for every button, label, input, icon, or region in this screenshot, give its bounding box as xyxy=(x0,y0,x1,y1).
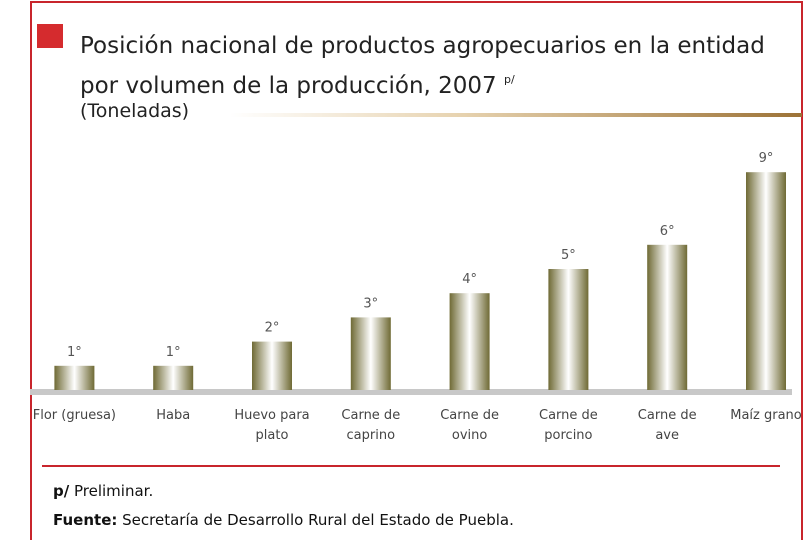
footnote-key: p/ xyxy=(53,482,70,500)
bar xyxy=(548,269,589,390)
chart-subtitle: (Toneladas) xyxy=(80,100,190,122)
x-tick-label: Carne de caprino xyxy=(341,408,401,443)
separator xyxy=(42,465,780,467)
source-text: Secretaría de Desarrollo Rural del Estad… xyxy=(122,511,514,529)
title-marker xyxy=(37,24,63,48)
title-text: Posición nacional de productos agropecua… xyxy=(80,33,765,99)
baseline xyxy=(30,389,792,395)
frame xyxy=(30,1,803,540)
data-label: 9° xyxy=(759,151,774,166)
bar xyxy=(252,341,292,390)
x-tick-label: Huevo para plato xyxy=(234,408,310,443)
data-label: 5° xyxy=(561,248,576,263)
x-tick-label: Maíz grano xyxy=(730,408,802,423)
decorative-rule xyxy=(230,113,802,117)
x-tick-label: Carne de ave xyxy=(637,408,697,443)
bar xyxy=(153,365,194,390)
footnote-text: Preliminar. xyxy=(74,482,154,500)
x-tick-label: Flor (gruesa) xyxy=(32,408,117,423)
x-tick-label: Carne de ovino xyxy=(440,408,499,443)
bar xyxy=(54,365,95,390)
bar xyxy=(746,172,786,390)
title-superscript: p/ xyxy=(504,73,515,86)
source-key: Fuente: xyxy=(53,511,118,529)
bar xyxy=(647,244,688,390)
x-tick-label: Carne de porcino xyxy=(539,408,598,443)
bar xyxy=(449,293,490,390)
bar xyxy=(350,317,391,390)
data-label: 3° xyxy=(363,296,378,311)
x-tick-label: Haba xyxy=(156,408,191,423)
data-label: 1° xyxy=(166,345,181,360)
data-label: 6° xyxy=(660,224,675,239)
data-label: 2° xyxy=(265,321,280,336)
footnote: p/ Preliminar. xyxy=(53,482,153,500)
data-label: 4° xyxy=(462,272,477,287)
source: Fuente: Secretaría de Desarrollo Rural d… xyxy=(53,511,514,529)
chart-title: Posición nacional de productos agropecua… xyxy=(80,30,800,103)
data-label: 1° xyxy=(67,345,82,360)
